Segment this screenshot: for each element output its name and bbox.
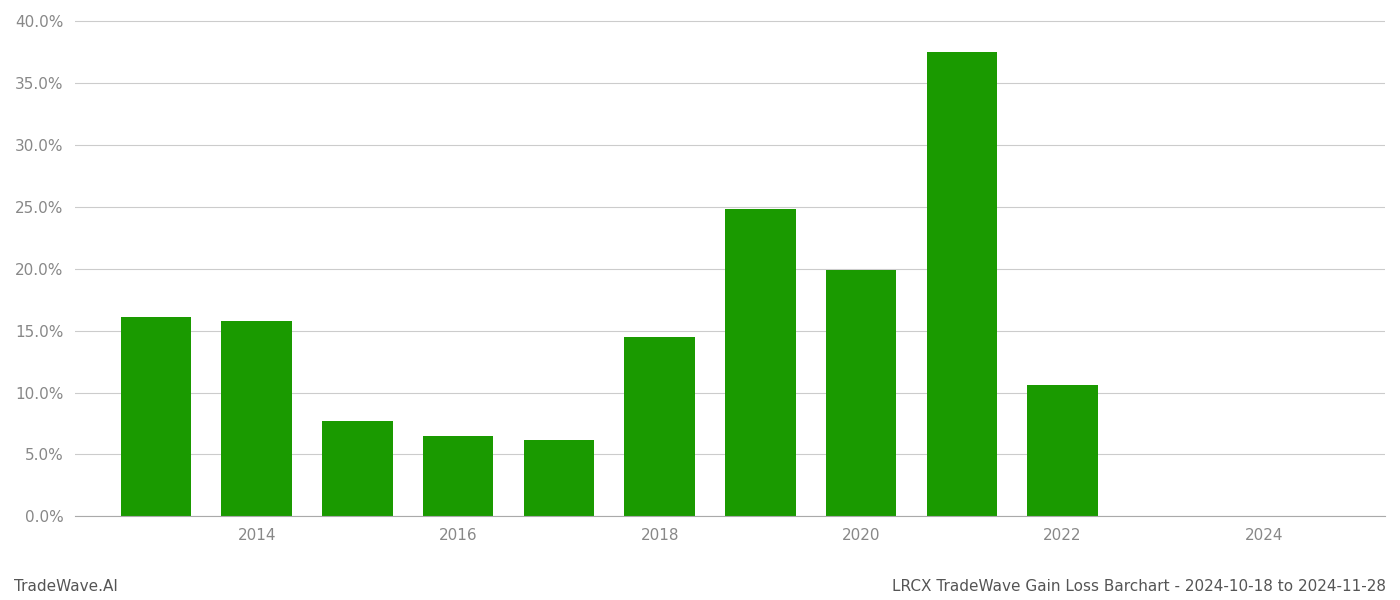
Text: LRCX TradeWave Gain Loss Barchart - 2024-10-18 to 2024-11-28: LRCX TradeWave Gain Loss Barchart - 2024… — [892, 579, 1386, 594]
Bar — [1028, 385, 1098, 516]
Text: TradeWave.AI: TradeWave.AI — [14, 579, 118, 594]
Bar — [826, 270, 896, 516]
Bar — [221, 321, 293, 516]
Bar — [322, 421, 392, 516]
Bar — [927, 52, 997, 516]
Bar — [423, 436, 493, 516]
Bar — [624, 337, 694, 516]
Bar — [524, 440, 594, 516]
Bar — [725, 209, 795, 516]
Bar — [120, 317, 192, 516]
